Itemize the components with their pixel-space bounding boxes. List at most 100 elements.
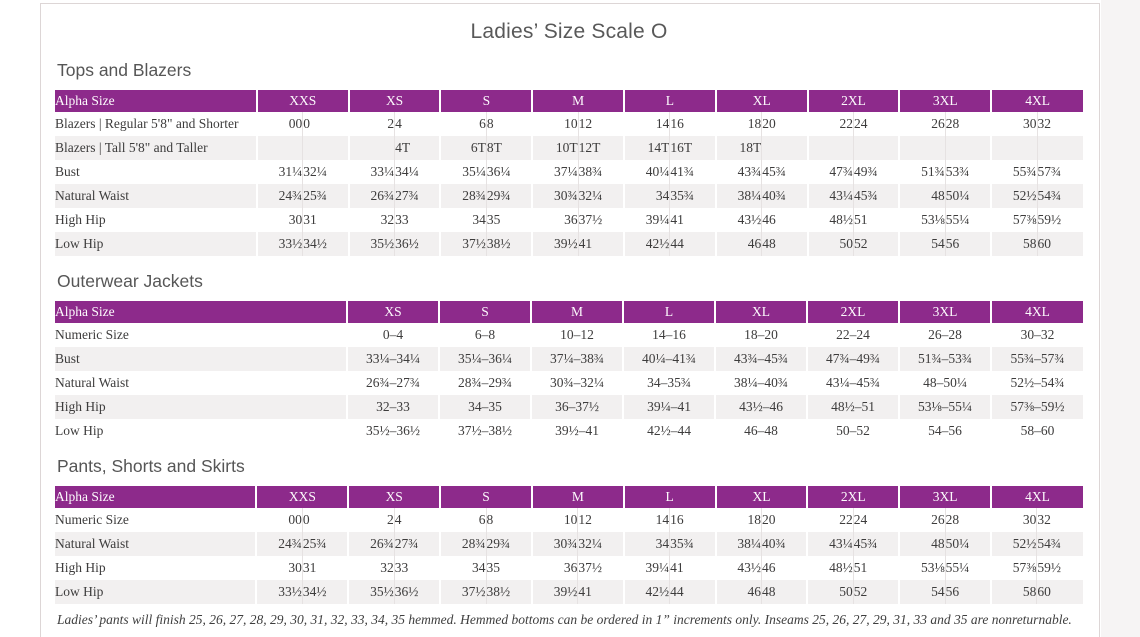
value-cell: 37½ [577,208,625,232]
value-cell: 47¾ [806,160,854,184]
value-cell: 40¼ [623,160,670,184]
value-cell: 43½ [714,556,762,580]
value-cell: 18T [714,136,762,160]
size-column-header: 2XL [806,301,899,323]
value-cell: 4 [394,112,441,136]
value-cell: 37½ [439,232,487,256]
value-cell: 37¼ [531,160,579,184]
size-table-tops-and-blazers: Alpha Size XXS XS S M L XL 2XL 3XL 4XL Blazers | R… [55,90,1083,256]
value-cell: 26¾–27¾ [346,371,439,395]
size-column-header: L [622,486,716,508]
value-cell: 4T [394,136,441,160]
value-cell: 34¼ [394,160,441,184]
value-cell: 40¾ [760,532,808,556]
value-cell: 0 [302,112,349,136]
value-cell: 58 [990,232,1038,256]
value-cell: 6 [439,112,487,136]
value-cell: 20 [760,508,808,532]
row-label: Numeric Size [55,508,257,532]
value-cell: 41¾ [669,160,716,184]
value-cell: 12 [577,112,625,136]
value-cell: 54¾ [1036,532,1083,556]
size-column-header: L [622,301,715,323]
value-cell: 33 [393,556,441,580]
value-cell: 50¼ [944,184,992,208]
value-cell: 35 [485,556,532,580]
value-cell: 55¼ [944,556,991,580]
value-cell: 28 [944,112,992,136]
page-right-margin [1101,0,1140,637]
value-cell: 36½ [393,580,441,604]
header-row: Alpha Size XXS XS S M L XL 2XL 3XL 4XL [55,486,1083,508]
value-cell: 48½ [806,208,854,232]
value-cell: 27¾ [393,532,441,556]
value-cell: 35½ [347,232,395,256]
value-cell: 28¾ [439,184,487,208]
value-cell: 26–28 [898,323,991,347]
value-cell: 40¾ [761,184,808,208]
value-cell: 55¾ [990,160,1038,184]
value-cell: 33½ [255,232,303,256]
table-row: Low Hip 33½ 34½ 35½ 36½ 37½ 38½ 39½ 41 42½ 44 46 48 5… [55,232,1083,256]
value-cell: 0 [301,508,349,532]
value-cell: 16 [669,112,716,136]
value-cell: 10–12 [530,323,623,347]
value-cell: 39¼ [623,208,670,232]
value-cell: 25¾ [301,532,349,556]
size-column-header: S [439,486,532,508]
value-cell: 26¾ [347,532,395,556]
value-cell: 6 [439,508,487,532]
value-cell: 42½ [623,232,670,256]
value-cell: 30¾ [530,532,578,556]
value-cell: 37¼–38¾ [530,347,623,371]
value-cell: 14–16 [622,323,715,347]
value-cell: 35¼ [439,160,487,184]
value-cell: 25¾ [302,184,349,208]
size-column-header: XXS [255,486,349,508]
value-cell: 22–24 [806,323,899,347]
value-cell: 32¼ [577,184,625,208]
size-column-header: M [531,90,625,112]
value-cell: 48 [761,232,808,256]
value-cell: 56 [944,580,991,604]
value-cell: 32 [1036,508,1083,532]
value-cell: 30 [990,112,1038,136]
value-cell: 48 [898,184,946,208]
value-cell: 53⅛ [898,556,946,580]
value-cell: 35¾ [669,532,716,556]
row-label: Numeric Size [55,323,347,347]
value-cell: 48–50¼ [898,371,991,395]
value-cell: 33¼–34¼ [346,347,439,371]
size-column-header: XXS [255,90,349,112]
value-cell: 50 [806,580,854,604]
value-cell: 12 [577,508,624,532]
table-row: Bust 31¼ 32¼ 33¼ 34¼ 35¼ 36¼ 37¼ 38¾ 40¼ 41¾ 43¾ 45¾… [55,160,1083,184]
value-cell: 41 [577,232,625,256]
value-cell: 34–35¾ [622,371,715,395]
value-cell: 43¼–45¾ [806,371,899,395]
size-column-header: M [530,301,623,323]
value-cell: 52 [852,232,900,256]
value-cell: 40¼–41¾ [622,347,715,371]
value-cell: 50¼ [944,532,991,556]
value-cell: 46 [714,580,762,604]
value-cell: 41 [669,556,716,580]
value-cell: 14 [623,112,670,136]
value-cell: 43¼ [806,184,854,208]
size-column-header: S [438,301,531,323]
value-cell: 26 [898,508,946,532]
value-cell: 18–20 [714,323,807,347]
size-column-header: XS [346,301,439,323]
value-cell: 4 [393,508,441,532]
table-row: Numeric Size 00 0 2 4 6 8 10 12 14 16 18 20 22 24 26 28 3… [55,508,1083,532]
section-pants-shorts-skirts: Pants, Shorts and Skirts Alpha Size XXS XS… [55,455,1083,604]
value-cell: 24¾ [255,184,303,208]
section-outerwear-jackets: Outerwear Jackets Alpha Size XS S M L XL 2XL 3X… [55,270,1083,443]
value-cell: 39¼ [622,556,670,580]
value-cell: 14T [623,136,670,160]
size-column-header: L [623,90,716,112]
value-cell: 35¾ [669,184,716,208]
value-cell: 26¾ [347,184,395,208]
row-label: Bust [55,347,347,371]
value-cell: 53¾ [944,160,992,184]
